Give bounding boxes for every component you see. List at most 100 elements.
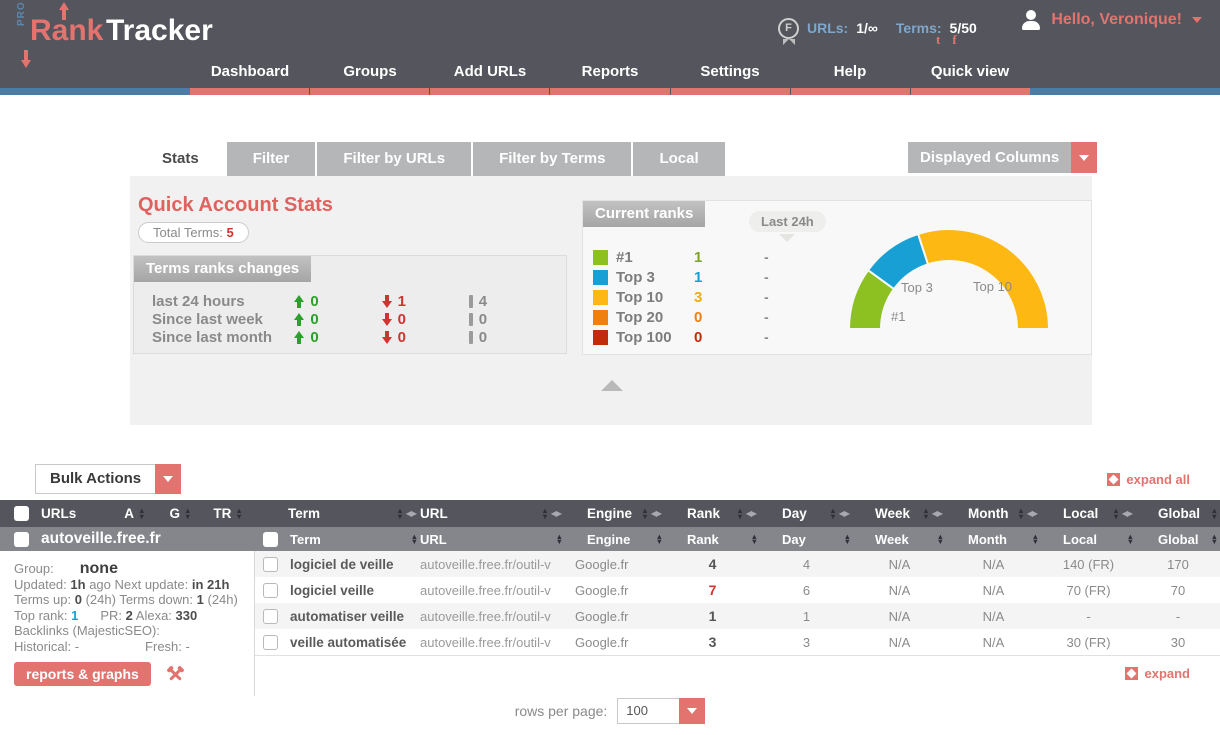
nav-add-urls[interactable]: Add URLs — [430, 58, 550, 88]
medal-icon: F — [778, 18, 799, 39]
expand-icon — [1125, 667, 1138, 680]
terms-change-row-24h: last 24 hours 0 1 4 — [152, 292, 556, 310]
displayed-columns-label: Displayed Columns — [908, 142, 1071, 173]
total-terms-label: Total Terms: — [153, 225, 223, 240]
expand-link[interactable]: expand — [1125, 666, 1190, 681]
sort-icon[interactable] — [656, 534, 663, 545]
terms-change-row-week: Since last week 0 0 0 — [152, 310, 556, 328]
select-terms-checkbox[interactable] — [263, 532, 278, 547]
row-checkbox[interactable] — [263, 635, 278, 650]
terms-label: Terms: — [896, 20, 942, 36]
down-arrow-icon — [382, 313, 392, 326]
sort-icon[interactable] — [829, 508, 836, 519]
url-info-panel: Group:none Updated: 1h ago Next update: … — [0, 551, 255, 696]
legend-swatch-icon — [593, 270, 608, 285]
twitter-icon[interactable]: t — [936, 32, 940, 48]
select-all-checkbox[interactable] — [14, 506, 29, 521]
sort-icon[interactable] — [751, 534, 758, 545]
sort-icon[interactable] — [235, 508, 242, 519]
bulk-actions-caret-icon[interactable] — [155, 464, 181, 494]
legend-row-top100: Top 100 0 - — [593, 327, 769, 347]
sort-icon[interactable] — [1211, 534, 1218, 545]
terms-ranks-changes-title: Terms ranks changes — [134, 256, 311, 282]
tab-filter-by-terms[interactable]: Filter by Terms — [473, 142, 631, 176]
col-a: A — [124, 506, 134, 521]
col-g: G — [169, 506, 180, 521]
group-header-row: autoveille.free.fr Term URL Engine Rank … — [0, 527, 1220, 551]
displayed-columns-dropdown[interactable]: Displayed Columns — [908, 142, 1097, 173]
rows-per-page-caret-icon[interactable] — [679, 698, 705, 724]
tools-icon[interactable] — [166, 666, 184, 682]
nav-help[interactable]: Help — [790, 58, 910, 88]
rows-per-page-select[interactable]: 100 — [617, 698, 705, 724]
sort-icon[interactable] — [1017, 508, 1024, 519]
user-greeting: Hello, Veronique! — [1051, 11, 1182, 29]
row-checkbox[interactable] — [263, 609, 278, 624]
down-arrow-icon — [382, 295, 392, 308]
sort-icon[interactable] — [411, 534, 418, 545]
sort-icon[interactable] — [1211, 508, 1218, 519]
app-header: PRO Rank Tracker F URLs: 1/∞ Terms: 5/50… — [0, 0, 1220, 88]
column-resize-icon[interactable] — [746, 509, 756, 518]
row-checkbox[interactable] — [263, 583, 278, 598]
nav-reports[interactable]: Reports — [550, 58, 670, 88]
sort-icon[interactable] — [396, 508, 403, 519]
displayed-columns-caret-icon[interactable] — [1071, 142, 1097, 173]
app-logo[interactable]: PRO Rank Tracker — [14, 4, 224, 64]
table-row: veille automatisée autoveille.free.fr/ou… — [255, 629, 1220, 655]
nav-groups[interactable]: Groups — [310, 58, 430, 88]
sort-icon[interactable] — [1032, 534, 1039, 545]
row-checkbox[interactable] — [263, 557, 278, 572]
up-arrow-icon — [294, 331, 304, 344]
sort-icon[interactable] — [1112, 508, 1119, 519]
table-row: logiciel de veille autoveille.free.fr/ou… — [255, 551, 1220, 577]
user-menu-caret-icon — [1192, 17, 1202, 23]
sort-icon[interactable] — [184, 508, 191, 519]
legend-swatch-icon — [593, 330, 608, 345]
col-local: Local — [1041, 506, 1098, 521]
column-resize-icon[interactable] — [1027, 509, 1037, 518]
tab-filter-by-urls[interactable]: Filter by URLs — [317, 142, 471, 176]
sort-icon[interactable] — [937, 534, 944, 545]
group-checkbox[interactable] — [14, 532, 29, 547]
expand-all-link[interactable]: expand all — [1107, 472, 1190, 487]
column-resize-icon[interactable] — [551, 509, 561, 518]
sort-icon[interactable] — [922, 508, 929, 519]
nav-settings[interactable]: Settings — [670, 58, 790, 88]
column-resize-icon[interactable] — [651, 509, 661, 518]
collapse-panel-arrow-icon[interactable] — [601, 380, 623, 391]
current-ranks-legend: #1 1 - Top 3 1 - Top 10 3 - — [593, 247, 769, 347]
sort-icon[interactable] — [556, 534, 563, 545]
reports-and-graphs-button[interactable]: reports & graphs — [14, 662, 151, 686]
legend-swatch-icon — [593, 310, 608, 325]
tab-local[interactable]: Local — [633, 142, 724, 176]
page: PRO Rank Tracker F URLs: 1/∞ Terms: 5/50… — [0, 0, 1220, 735]
facebook-icon[interactable]: f — [952, 32, 956, 48]
tab-filter[interactable]: Filter — [227, 142, 316, 176]
column-resize-icon[interactable] — [1122, 509, 1132, 518]
bulk-actions-dropdown[interactable]: Bulk Actions — [35, 464, 181, 494]
nav-quick-view[interactable]: Quick view — [910, 58, 1030, 88]
sort-icon[interactable] — [541, 508, 548, 519]
column-resize-icon[interactable] — [932, 509, 942, 518]
tab-stats[interactable]: Stats — [136, 142, 225, 176]
main-nav: Dashboard Groups Add URLs Reports Settin… — [190, 58, 1030, 88]
gauge-label-top3: Top 3 — [901, 280, 933, 295]
sort-icon[interactable] — [641, 508, 648, 519]
sort-icon[interactable] — [844, 534, 851, 545]
column-resize-icon[interactable] — [839, 509, 849, 518]
results-table: URLs A G TR Term URL Engine Rank Day Wee… — [0, 500, 1220, 696]
same-rank-icon — [469, 331, 473, 344]
sort-icon[interactable] — [138, 508, 145, 519]
nav-dashboard[interactable]: Dashboard — [190, 58, 310, 88]
user-menu[interactable]: Hello, Veronique! — [1021, 10, 1202, 30]
gauge-label-1: #1 — [891, 309, 905, 324]
sort-icon[interactable] — [1127, 534, 1134, 545]
terms-down-value: 1 — [197, 592, 204, 607]
col-day: Day — [760, 506, 807, 521]
table-row: automatiser veille autoveille.free.fr/ou… — [255, 603, 1220, 629]
col-week: Week — [853, 506, 910, 521]
sort-icon[interactable] — [736, 508, 743, 519]
bulk-actions-label: Bulk Actions — [35, 464, 155, 494]
column-resize-icon[interactable] — [406, 509, 416, 518]
